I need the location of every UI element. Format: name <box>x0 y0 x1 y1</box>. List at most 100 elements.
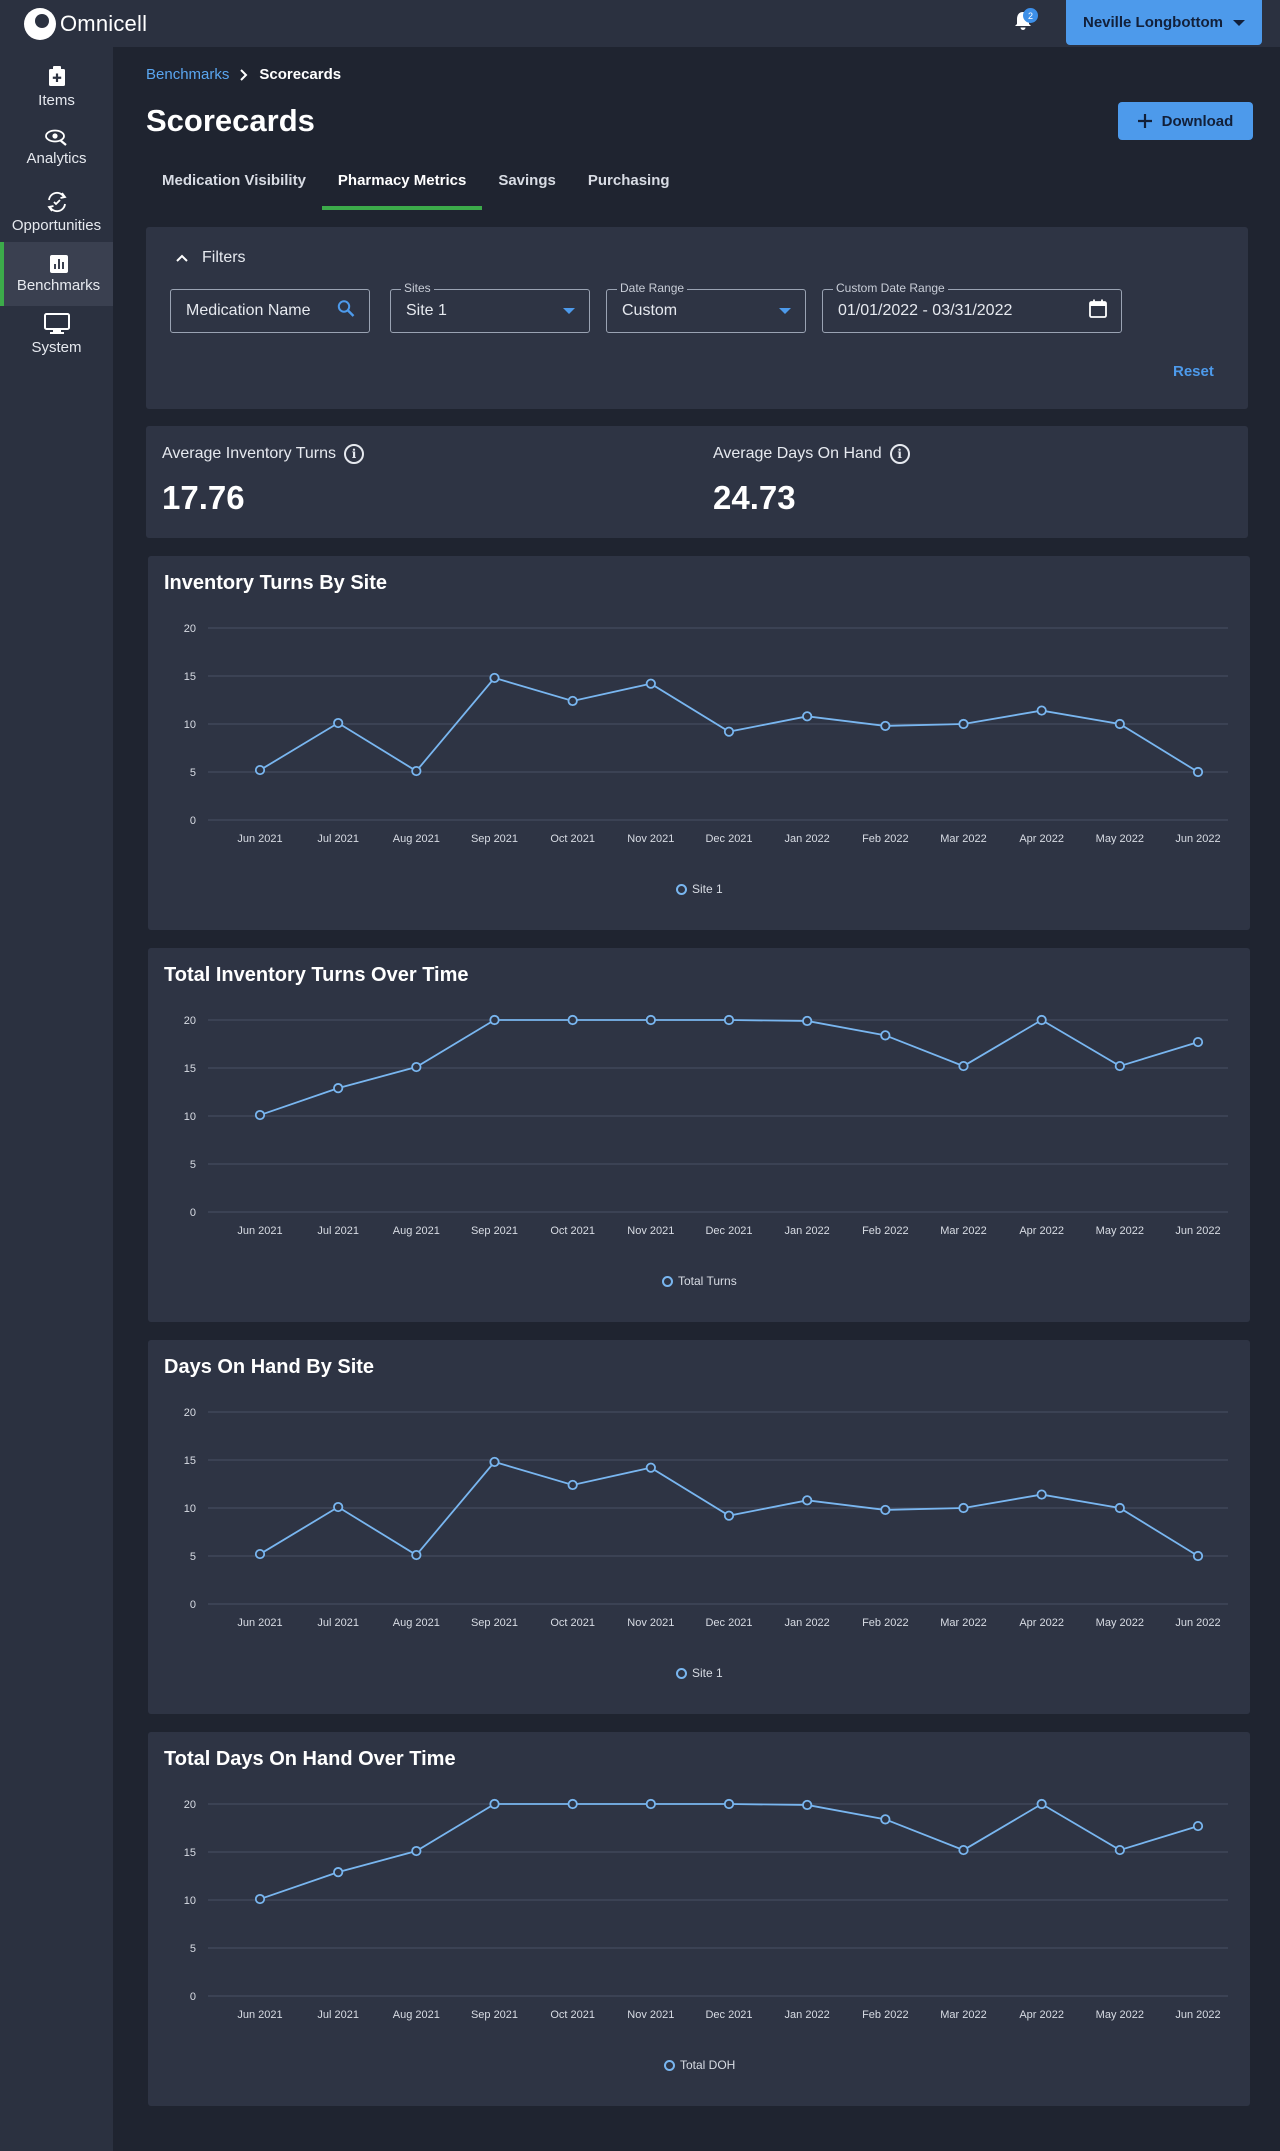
y-tick-label: 20 <box>184 1407 196 1419</box>
sidebar-item-analytics[interactable]: Analytics <box>0 115 113 179</box>
x-tick-label: Jun 2021 <box>237 1617 282 1629</box>
download-button[interactable]: Download <box>1118 102 1253 140</box>
date-range-value: Custom <box>622 302 678 319</box>
y-tick-label: 5 <box>190 767 196 779</box>
sidebar-item-label: Opportunities <box>11 216 102 234</box>
sidebar-item-system[interactable]: System <box>0 302 113 366</box>
info-icon[interactable]: i <box>344 444 365 464</box>
tab-purchasing[interactable]: Purchasing <box>587 172 670 189</box>
sidebar-item-label: Items <box>38 91 75 109</box>
chart-title: Total Days On Hand Over Time <box>164 1748 456 1770</box>
sidebar-item-opportunities[interactable]: Opportunities <box>0 180 113 244</box>
data-point <box>1036 1014 1047 1026</box>
data-point <box>411 1845 422 1857</box>
chart-legend[interactable]: Site 1 <box>676 1666 723 1680</box>
date-range-label: Date Range <box>617 281 688 295</box>
notifications-button[interactable]: 2 <box>1010 8 1038 34</box>
legend-marker-icon <box>676 883 687 895</box>
data-point <box>567 1479 578 1491</box>
chart-inventory-turns-by-site: Inventory Turns By Site 0 5 10 15 20 Jun 2021… <box>148 556 1250 930</box>
data-point <box>489 672 500 684</box>
y-tick-label: 5 <box>190 1159 196 1171</box>
y-tick-label: 15 <box>184 671 196 683</box>
sidebar-item-benchmarks[interactable]: Benchmarks <box>0 242 113 306</box>
tab-medication-visibility[interactable]: Medication Visibility <box>162 172 306 189</box>
y-tick-label: 5 <box>190 1943 196 1955</box>
y-tick-label: 20 <box>184 1799 196 1811</box>
data-point <box>880 1814 891 1825</box>
page-title: Scorecards <box>146 103 315 138</box>
chevron-up-icon <box>176 254 188 262</box>
x-tick-label: Aug 2021 <box>393 1617 440 1629</box>
custom-date-range-label: Custom Date Range <box>833 281 948 295</box>
tab-pharmacy-metrics[interactable]: Pharmacy Metrics <box>321 172 483 210</box>
x-tick-label: Jun 2022 <box>1175 2009 1220 2021</box>
x-tick-label: Jul 2021 <box>317 1225 359 1237</box>
tab-savings[interactable]: Savings <box>498 172 556 189</box>
info-icon[interactable]: i <box>889 444 910 464</box>
avg-inventory-turns-value: 17.76 <box>162 479 245 516</box>
reset-button[interactable]: Reset <box>1173 363 1214 380</box>
x-tick-label: Sep 2021 <box>471 1617 518 1629</box>
filters-panel: Filters Medication Name Sites Site 1 Dat… <box>146 227 1248 409</box>
x-tick-label: Jul 2021 <box>317 1617 359 1629</box>
y-tick-label: 15 <box>184 1063 196 1075</box>
legend-marker-icon <box>676 1667 687 1679</box>
avg-inventory-turns-label-group: Average Inventory Turns i <box>162 444 365 464</box>
chart-legend[interactable]: Total Turns <box>662 1274 737 1288</box>
x-tick-label: Mar 2022 <box>940 1617 986 1629</box>
y-tick-label: 10 <box>184 1503 196 1515</box>
data-point <box>1192 1820 1204 1832</box>
x-tick-label: Dec 2021 <box>705 1617 752 1629</box>
analytics-eye-icon <box>44 129 67 146</box>
x-tick-label: Mar 2022 <box>940 833 986 845</box>
sidebar-item-label: System <box>31 338 82 356</box>
medication-name-placeholder: Medication Name <box>186 302 311 319</box>
legend-label: Total DOH <box>680 2058 736 2072</box>
x-tick-label: Oct 2021 <box>550 2009 595 2021</box>
notification-count-badge: 2 <box>1023 8 1038 23</box>
kpi-panel: Average Inventory Turns i 17.76 Average … <box>146 426 1248 538</box>
chart-legend[interactable]: Total DOH <box>664 2058 735 2072</box>
search-icon[interactable] <box>337 300 355 323</box>
filters-toggle[interactable]: Filters <box>176 249 246 267</box>
data-point <box>802 711 813 722</box>
opportunities-icon <box>46 191 67 212</box>
y-tick-label: 20 <box>184 1015 196 1027</box>
medication-name-search-input[interactable]: Medication Name <box>170 289 370 333</box>
tab-bar: Medication Visibility Pharmacy Metrics S… <box>146 172 686 210</box>
data-point <box>1192 1550 1204 1562</box>
x-tick-label: Jun 2021 <box>237 1225 282 1237</box>
download-label: Download <box>1161 112 1234 130</box>
data-point <box>254 1893 266 1905</box>
data-point <box>1192 766 1204 778</box>
custom-date-range-input[interactable]: Custom Date Range 01/01/2022 - 03/31/202… <box>822 281 1122 333</box>
x-tick-label: Mar 2022 <box>940 2009 986 2021</box>
data-point <box>1114 1060 1125 1072</box>
data-point <box>567 1014 578 1026</box>
data-point <box>567 695 578 707</box>
data-point <box>645 1798 656 1810</box>
avg-days-on-hand-label-group: Average Days On Hand i <box>713 444 910 464</box>
x-tick-label: Apr 2022 <box>1019 2009 1064 2021</box>
data-point <box>958 1502 969 1514</box>
avg-days-on-hand-label: Average Days On Hand <box>713 445 882 462</box>
x-tick-label: Apr 2022 <box>1019 1225 1064 1237</box>
sidebar-item-items[interactable]: Items <box>0 55 113 119</box>
sites-select[interactable]: Sites Site 1 <box>390 281 590 333</box>
data-point <box>411 1549 422 1561</box>
date-range-select[interactable]: Date Range Custom <box>606 281 806 333</box>
data-point <box>802 1799 813 1811</box>
x-tick-label: Sep 2021 <box>471 833 518 845</box>
calendar-icon[interactable] <box>1089 299 1107 323</box>
chart-days-on-hand-by-site: Days On Hand By Site 0 5 10 15 20 Jun 2021 Jul… <box>148 1340 1250 1714</box>
x-tick-label: Feb 2022 <box>862 833 908 845</box>
user-menu-button[interactable]: Neville Longbottom <box>1066 0 1262 45</box>
x-tick-label: May 2022 <box>1096 2009 1144 2021</box>
breadcrumb-benchmarks-link[interactable]: Benchmarks <box>146 66 230 83</box>
x-tick-label: May 2022 <box>1096 1617 1144 1629</box>
data-point <box>723 1798 735 1810</box>
x-tick-label: Oct 2021 <box>550 1225 595 1237</box>
omnicell-logo[interactable]: Omnicell <box>24 7 147 40</box>
chart-legend[interactable]: Site 1 <box>676 882 723 896</box>
